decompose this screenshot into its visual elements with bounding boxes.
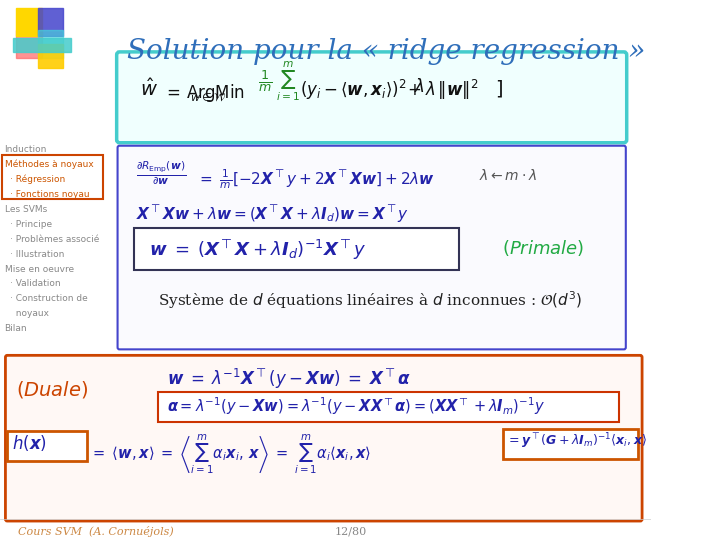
Text: $= \,\mathrm{ArgMin}$: $= \,\mathrm{ArgMin}$ xyxy=(163,82,245,104)
Text: · Problèmes associé: · Problèmes associé xyxy=(10,234,99,244)
Text: $= \;\langle \boldsymbol{w}, \boldsymbol{x}\rangle \;=\; \left\langle\sum_{i=1}^: $= \;\langle \boldsymbol{w}, \boldsymbol… xyxy=(91,433,372,476)
Text: $(y_i - \langle \boldsymbol{w}, \boldsymbol{x}_i\rangle)^2$: $(y_i - \langle \boldsymbol{w}, \boldsym… xyxy=(300,78,407,102)
Text: $h(\boldsymbol{x})$: $h(\boldsymbol{x})$ xyxy=(12,433,47,453)
Text: Les SVMs: Les SVMs xyxy=(4,205,47,214)
FancyBboxPatch shape xyxy=(117,146,626,349)
Bar xyxy=(503,429,639,459)
Bar xyxy=(13,38,71,52)
Text: $(Primale)$: $(Primale)$ xyxy=(502,238,584,258)
Text: $\boldsymbol{w} \;=\; (\boldsymbol{X}^\top \boldsymbol{X} + \lambda \boldsymbol{: $\boldsymbol{w} \;=\; (\boldsymbol{X}^\t… xyxy=(149,238,366,262)
Text: Solution pour la « ridge regression »: Solution pour la « ridge regression » xyxy=(127,38,645,65)
Bar xyxy=(158,392,619,422)
Text: $\frac{\partial R_{\mathrm{Emp}}(\boldsymbol{w})}{\partial \boldsymbol{w}}$: $\frac{\partial R_{\mathrm{Emp}}(\boldsy… xyxy=(135,160,186,187)
Bar xyxy=(17,8,42,36)
Text: Induction: Induction xyxy=(4,145,47,154)
Text: $\sum_{i=1}^{m}$: $\sum_{i=1}^{m}$ xyxy=(276,60,300,103)
Text: Système de $d$ équations linéaires à $d$ inconnues : $\mathcal{O}(d^3)$: Système de $d$ équations linéaires à $d$… xyxy=(158,289,582,311)
Bar xyxy=(38,44,63,68)
Text: $w \in \mathcal{W}$: $w \in \mathcal{W}$ xyxy=(190,92,226,103)
Text: $(Duale)$: $(Duale)$ xyxy=(17,379,89,400)
Bar xyxy=(134,227,459,269)
Text: Cours SVM  (A. Cornuéjols): Cours SVM (A. Cornuéjols) xyxy=(18,526,174,537)
FancyBboxPatch shape xyxy=(117,52,626,143)
Text: · Construction de: · Construction de xyxy=(10,294,88,303)
Text: $\hat{w}$: $\hat{w}$ xyxy=(140,78,158,100)
FancyBboxPatch shape xyxy=(6,355,642,521)
Text: $\boldsymbol{\alpha} = \lambda^{-1}(y - \boldsymbol{X}\boldsymbol{w}) = \lambda^: $\boldsymbol{\alpha} = \lambda^{-1}(y - … xyxy=(167,395,546,417)
Text: $= \;\frac{1}{m}[-2\boldsymbol{X}^\top y + 2\boldsymbol{X}^\top \boldsymbol{X}\b: $= \;\frac{1}{m}[-2\boldsymbol{X}^\top y… xyxy=(197,168,435,191)
Text: Bilan: Bilan xyxy=(4,325,27,333)
Text: · Illustration: · Illustration xyxy=(10,249,64,259)
Text: $= \boldsymbol{y}^\top(\boldsymbol{G} + \lambda \boldsymbol{I}_m)^{-1}\langle \b: $= \boldsymbol{y}^\top(\boldsymbol{G} + … xyxy=(506,431,647,451)
Text: $]$: $]$ xyxy=(495,78,503,99)
Bar xyxy=(17,30,42,58)
Text: $+ \;\lambda\, \|\boldsymbol{w}\|^2$: $+ \;\lambda\, \|\boldsymbol{w}\|^2$ xyxy=(407,78,478,102)
Text: noyaux: noyaux xyxy=(10,309,49,319)
Bar xyxy=(7,431,87,461)
Text: $\boldsymbol{w} \;=\; \lambda^{-1}\boldsymbol{X}^\top(y - \boldsymbol{X}\boldsym: $\boldsymbol{w} \;=\; \lambda^{-1}\bolds… xyxy=(167,367,412,392)
Text: $\boldsymbol{X}^\top \boldsymbol{X}\boldsymbol{w} + \lambda\boldsymbol{w} = (\bo: $\boldsymbol{X}^\top \boldsymbol{X}\bold… xyxy=(135,204,409,225)
Bar xyxy=(2,155,103,199)
Text: · Principe: · Principe xyxy=(10,220,52,228)
Text: · Fonctions noyau: · Fonctions noyau xyxy=(10,190,89,199)
Bar xyxy=(38,8,63,36)
Text: · Validation: · Validation xyxy=(10,280,60,288)
Text: $\lambda$: $\lambda$ xyxy=(414,78,425,96)
Bar xyxy=(38,30,63,58)
Text: 12/80: 12/80 xyxy=(335,526,367,536)
Text: Méthodes à noyaux: Méthodes à noyaux xyxy=(4,160,94,169)
Text: $\frac{1}{m}$: $\frac{1}{m}$ xyxy=(258,68,272,93)
Text: · Régression: · Régression xyxy=(10,174,66,184)
Text: $\lambda \leftarrow m \cdot \lambda$: $\lambda \leftarrow m \cdot \lambda$ xyxy=(480,168,537,183)
Text: Mise en oeuvre: Mise en oeuvre xyxy=(4,265,73,274)
